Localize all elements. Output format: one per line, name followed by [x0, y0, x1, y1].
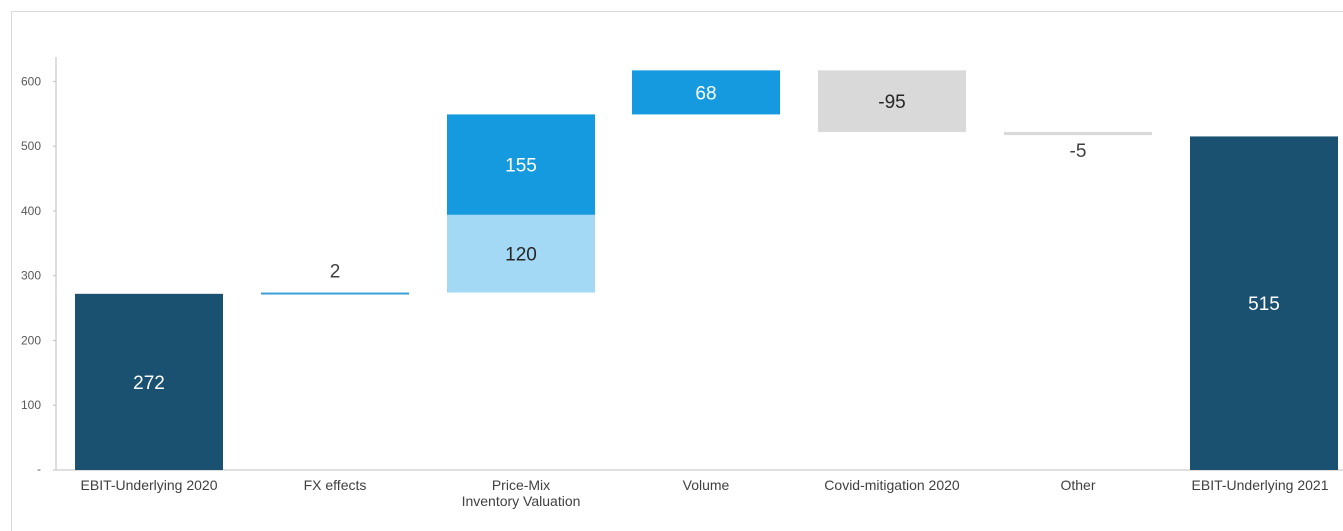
data-label: 68: [695, 83, 716, 104]
y-tick-label: 200: [21, 333, 41, 347]
y-tick-label: 500: [21, 139, 41, 153]
bars: [75, 70, 1338, 470]
x-tick-label: Price-Mix: [492, 477, 550, 493]
x-tick-label: Volume: [683, 477, 730, 493]
x-tick-label: EBIT-Underlying 2020: [81, 477, 218, 493]
y-tick-label: -: [37, 462, 41, 476]
bar: [818, 70, 966, 132]
y-tick-label: 300: [21, 269, 41, 283]
data-label: 155: [505, 156, 537, 177]
waterfall-chart: - 100 200 300 400 500 600 272 2 120 155 68 -95 -5 515…: [21, 57, 1343, 509]
x-axis-labels: EBIT-Underlying 2020 FX effects Price-MixI…: [81, 477, 1329, 509]
x-tick-label: Covid-mitigation 2020: [824, 477, 960, 493]
bar: [447, 114, 595, 215]
data-label: -5: [1070, 141, 1087, 162]
x-tick-label: FX effects: [304, 477, 367, 493]
x-tick-label: EBIT-Underlying 2021: [1192, 477, 1329, 493]
data-label: 120: [505, 245, 537, 266]
x-tick-label: Other: [1060, 477, 1095, 493]
value-labels: 272 2 120 155 68 -95 -5 515: [133, 83, 1280, 394]
x-tick-label: Inventory Valuation: [462, 493, 581, 509]
bar: [447, 214, 595, 293]
y-tick-label: 600: [21, 74, 41, 88]
data-label: 272: [133, 373, 165, 394]
bar: [632, 70, 780, 115]
bar: [75, 293, 223, 470]
y-tick-label: 100: [21, 398, 41, 412]
y-axis: - 100 200 300 400 500 600: [21, 57, 1343, 476]
bar: [261, 292, 409, 295]
data-label: 515: [1248, 294, 1280, 315]
bar: [1190, 136, 1338, 470]
data-label: -95: [878, 92, 905, 113]
y-tick-label: 400: [21, 204, 41, 218]
chart-frame: [11, 11, 1343, 531]
bar: [1004, 131, 1152, 136]
data-label: 2: [330, 262, 341, 283]
